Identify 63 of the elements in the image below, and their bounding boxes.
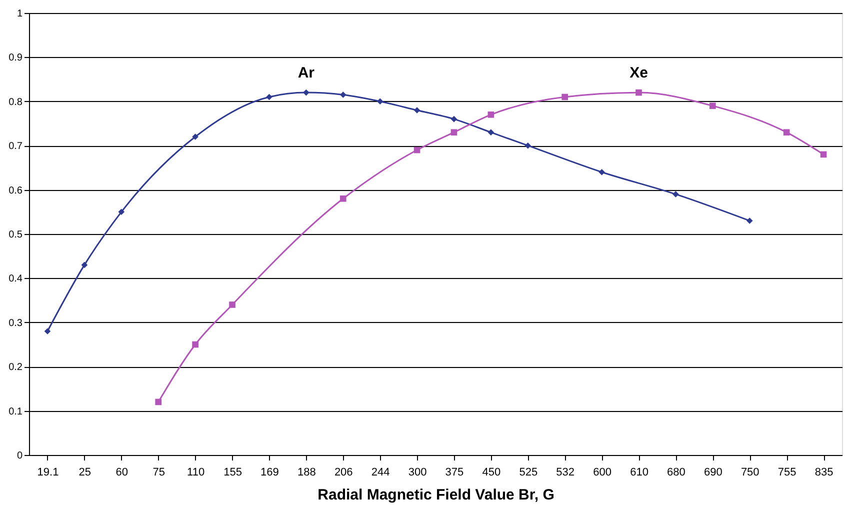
y-tick-label: 0.7 bbox=[8, 141, 23, 152]
x-tick-label: 60 bbox=[116, 466, 128, 478]
x-tick-label: 25 bbox=[78, 466, 92, 478]
series-label: Ar bbox=[298, 64, 315, 82]
y-tick-label: 0.3 bbox=[8, 318, 23, 329]
point bbox=[414, 146, 420, 154]
x-tick-label: 750 bbox=[740, 466, 760, 478]
point bbox=[488, 129, 494, 136]
x-tick-label: 188 bbox=[297, 466, 316, 478]
x-tick-label: 19.1 bbox=[37, 466, 59, 478]
x-tick-label: 525 bbox=[519, 466, 538, 478]
x-tick-label: 375 bbox=[445, 466, 464, 478]
y-tick-label: 0.8 bbox=[8, 96, 23, 108]
x-tick-label: 155 bbox=[224, 466, 242, 478]
point bbox=[155, 398, 162, 406]
y-tick-label: 0.5 bbox=[8, 230, 23, 240]
x-tick-label: 206 bbox=[334, 466, 353, 478]
x-tick-label: 110 bbox=[187, 466, 205, 478]
x-tick-label: 450 bbox=[482, 466, 501, 478]
point bbox=[376, 98, 384, 105]
x-tick-label: 169 bbox=[260, 466, 279, 478]
y-tick-label: 0.2 bbox=[8, 362, 23, 374]
y-tick-label: 0.4 bbox=[8, 274, 23, 285]
x-tick-label: 75 bbox=[152, 466, 165, 478]
point bbox=[414, 107, 420, 114]
point bbox=[783, 129, 790, 136]
point bbox=[746, 218, 753, 224]
point bbox=[450, 116, 458, 122]
series-label: Xe bbox=[630, 64, 648, 82]
point bbox=[81, 262, 88, 268]
x-tick-label: 680 bbox=[667, 466, 686, 478]
point bbox=[562, 94, 568, 100]
point bbox=[488, 112, 494, 118]
point bbox=[192, 134, 198, 140]
point bbox=[450, 129, 458, 136]
y-tick-label: 0.6 bbox=[8, 185, 23, 196]
x-tick-label: 300 bbox=[408, 466, 427, 478]
x-tick-label: 244 bbox=[371, 466, 390, 478]
point bbox=[302, 89, 310, 96]
x-tick-label: 532 bbox=[556, 466, 575, 478]
x-tick-label: 835 bbox=[814, 466, 834, 478]
x-tick-label: 610 bbox=[630, 466, 648, 478]
y-tick-label: 0 bbox=[16, 450, 23, 462]
point bbox=[340, 195, 346, 202]
point bbox=[118, 208, 125, 216]
x-tick-label: 690 bbox=[704, 466, 722, 478]
x-axis-title: Radial Magnetic Field Value Br, G bbox=[318, 486, 554, 504]
y-tick-label: 0.9 bbox=[8, 52, 23, 64]
x-tick-label: 755 bbox=[778, 466, 796, 478]
point bbox=[229, 302, 236, 308]
point bbox=[820, 151, 827, 158]
x-tick-label: 600 bbox=[593, 466, 612, 478]
y-tick-label: 1 bbox=[16, 8, 23, 20]
y-tick-label: 0.1 bbox=[8, 406, 23, 418]
point bbox=[266, 94, 272, 100]
point bbox=[524, 142, 532, 149]
point bbox=[636, 89, 642, 96]
point bbox=[709, 102, 716, 109]
point bbox=[44, 328, 51, 334]
point bbox=[598, 168, 605, 176]
point bbox=[192, 341, 198, 348]
point bbox=[340, 92, 346, 98]
point bbox=[672, 191, 679, 198]
